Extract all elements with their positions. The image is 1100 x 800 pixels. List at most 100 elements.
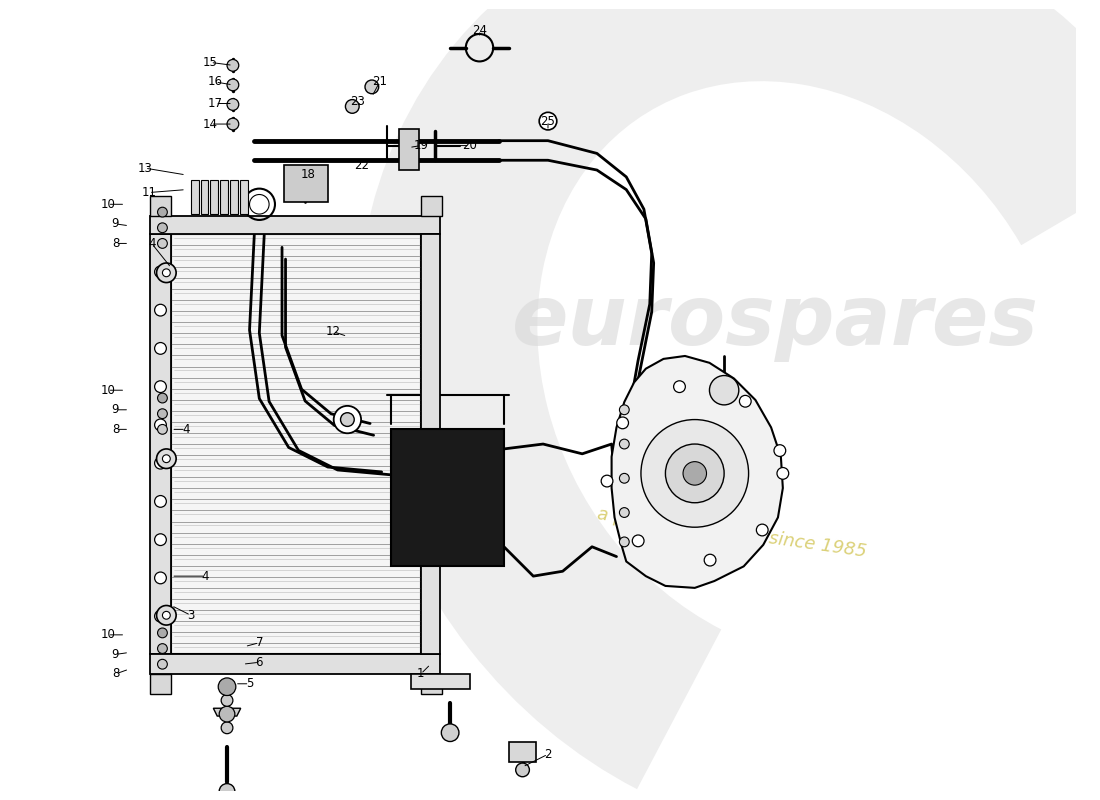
Text: 16: 16 [208,75,223,89]
Text: 13: 13 [138,162,152,174]
Bar [220,180,228,214]
Circle shape [333,406,361,434]
Circle shape [157,238,167,248]
Circle shape [774,445,785,457]
Circle shape [710,375,739,405]
Circle shape [619,439,629,449]
Circle shape [602,475,613,487]
Circle shape [155,458,166,469]
Text: 9: 9 [112,648,119,661]
Bar [172,234,421,654]
Text: 14: 14 [202,118,218,130]
Circle shape [227,118,239,130]
Circle shape [683,462,706,485]
Circle shape [163,611,170,619]
Circle shape [666,444,724,502]
Bar [421,197,442,216]
Circle shape [163,454,170,462]
Circle shape [619,405,629,414]
Circle shape [155,610,166,622]
Circle shape [221,694,233,706]
Bar [411,674,470,689]
Circle shape [163,269,170,277]
Text: 9: 9 [112,218,119,230]
Circle shape [155,304,166,316]
Circle shape [155,495,166,507]
Circle shape [441,724,459,742]
Circle shape [365,80,378,94]
Circle shape [156,449,176,469]
Bar [150,234,172,654]
Text: 23: 23 [350,95,364,108]
Circle shape [619,508,629,518]
Text: a passion for parts since 1985: a passion for parts since 1985 [596,506,868,561]
Bar [392,430,504,566]
Circle shape [157,628,167,638]
Bar [230,180,238,214]
Text: 5: 5 [245,678,253,690]
Circle shape [739,395,751,407]
Circle shape [155,572,166,584]
Circle shape [227,79,239,90]
Bar [240,180,248,214]
Circle shape [632,535,644,546]
Bar [421,674,442,694]
Text: 8: 8 [112,423,119,436]
Text: 15: 15 [204,56,218,69]
Text: 2: 2 [544,748,552,761]
Circle shape [157,659,167,669]
Text: eurospares: eurospares [512,282,1038,362]
Text: 4: 4 [183,423,189,436]
Text: 22: 22 [354,158,370,172]
Circle shape [673,381,685,393]
Text: 8: 8 [112,237,119,250]
Circle shape [641,419,749,527]
Text: 24: 24 [472,24,487,37]
Bar [284,165,328,202]
Circle shape [157,207,167,217]
Bar [190,180,199,214]
Circle shape [227,98,239,110]
Circle shape [155,419,166,430]
Circle shape [157,409,167,418]
Text: 20: 20 [462,139,477,152]
Circle shape [617,417,628,429]
Circle shape [345,99,359,114]
Bar [150,674,172,694]
Circle shape [218,678,235,695]
Circle shape [219,706,235,722]
Polygon shape [612,356,783,588]
Text: 6: 6 [255,656,263,669]
Circle shape [157,223,167,233]
Text: 11: 11 [141,186,156,199]
Text: 19: 19 [414,139,428,152]
Circle shape [157,425,167,434]
Circle shape [539,112,557,130]
Text: 8: 8 [112,667,119,681]
Bar [150,654,440,674]
Text: 4: 4 [201,570,209,582]
Circle shape [619,474,629,483]
Bar [150,197,172,216]
Circle shape [155,381,166,393]
Text: 10: 10 [100,198,116,210]
Circle shape [619,537,629,546]
Text: 12: 12 [326,325,340,338]
Circle shape [516,763,529,777]
Bar [150,216,440,234]
Circle shape [157,393,167,403]
Circle shape [227,59,239,71]
Text: 10: 10 [100,384,116,397]
Text: 7: 7 [255,636,263,649]
Bar [210,180,218,214]
Circle shape [155,342,166,354]
Circle shape [704,554,716,566]
Text: 10: 10 [100,628,116,642]
Bar [200,180,208,214]
Polygon shape [213,708,241,716]
Circle shape [757,524,768,536]
Text: 4: 4 [147,237,155,250]
Circle shape [156,606,176,625]
Circle shape [155,266,166,278]
Circle shape [777,467,789,479]
